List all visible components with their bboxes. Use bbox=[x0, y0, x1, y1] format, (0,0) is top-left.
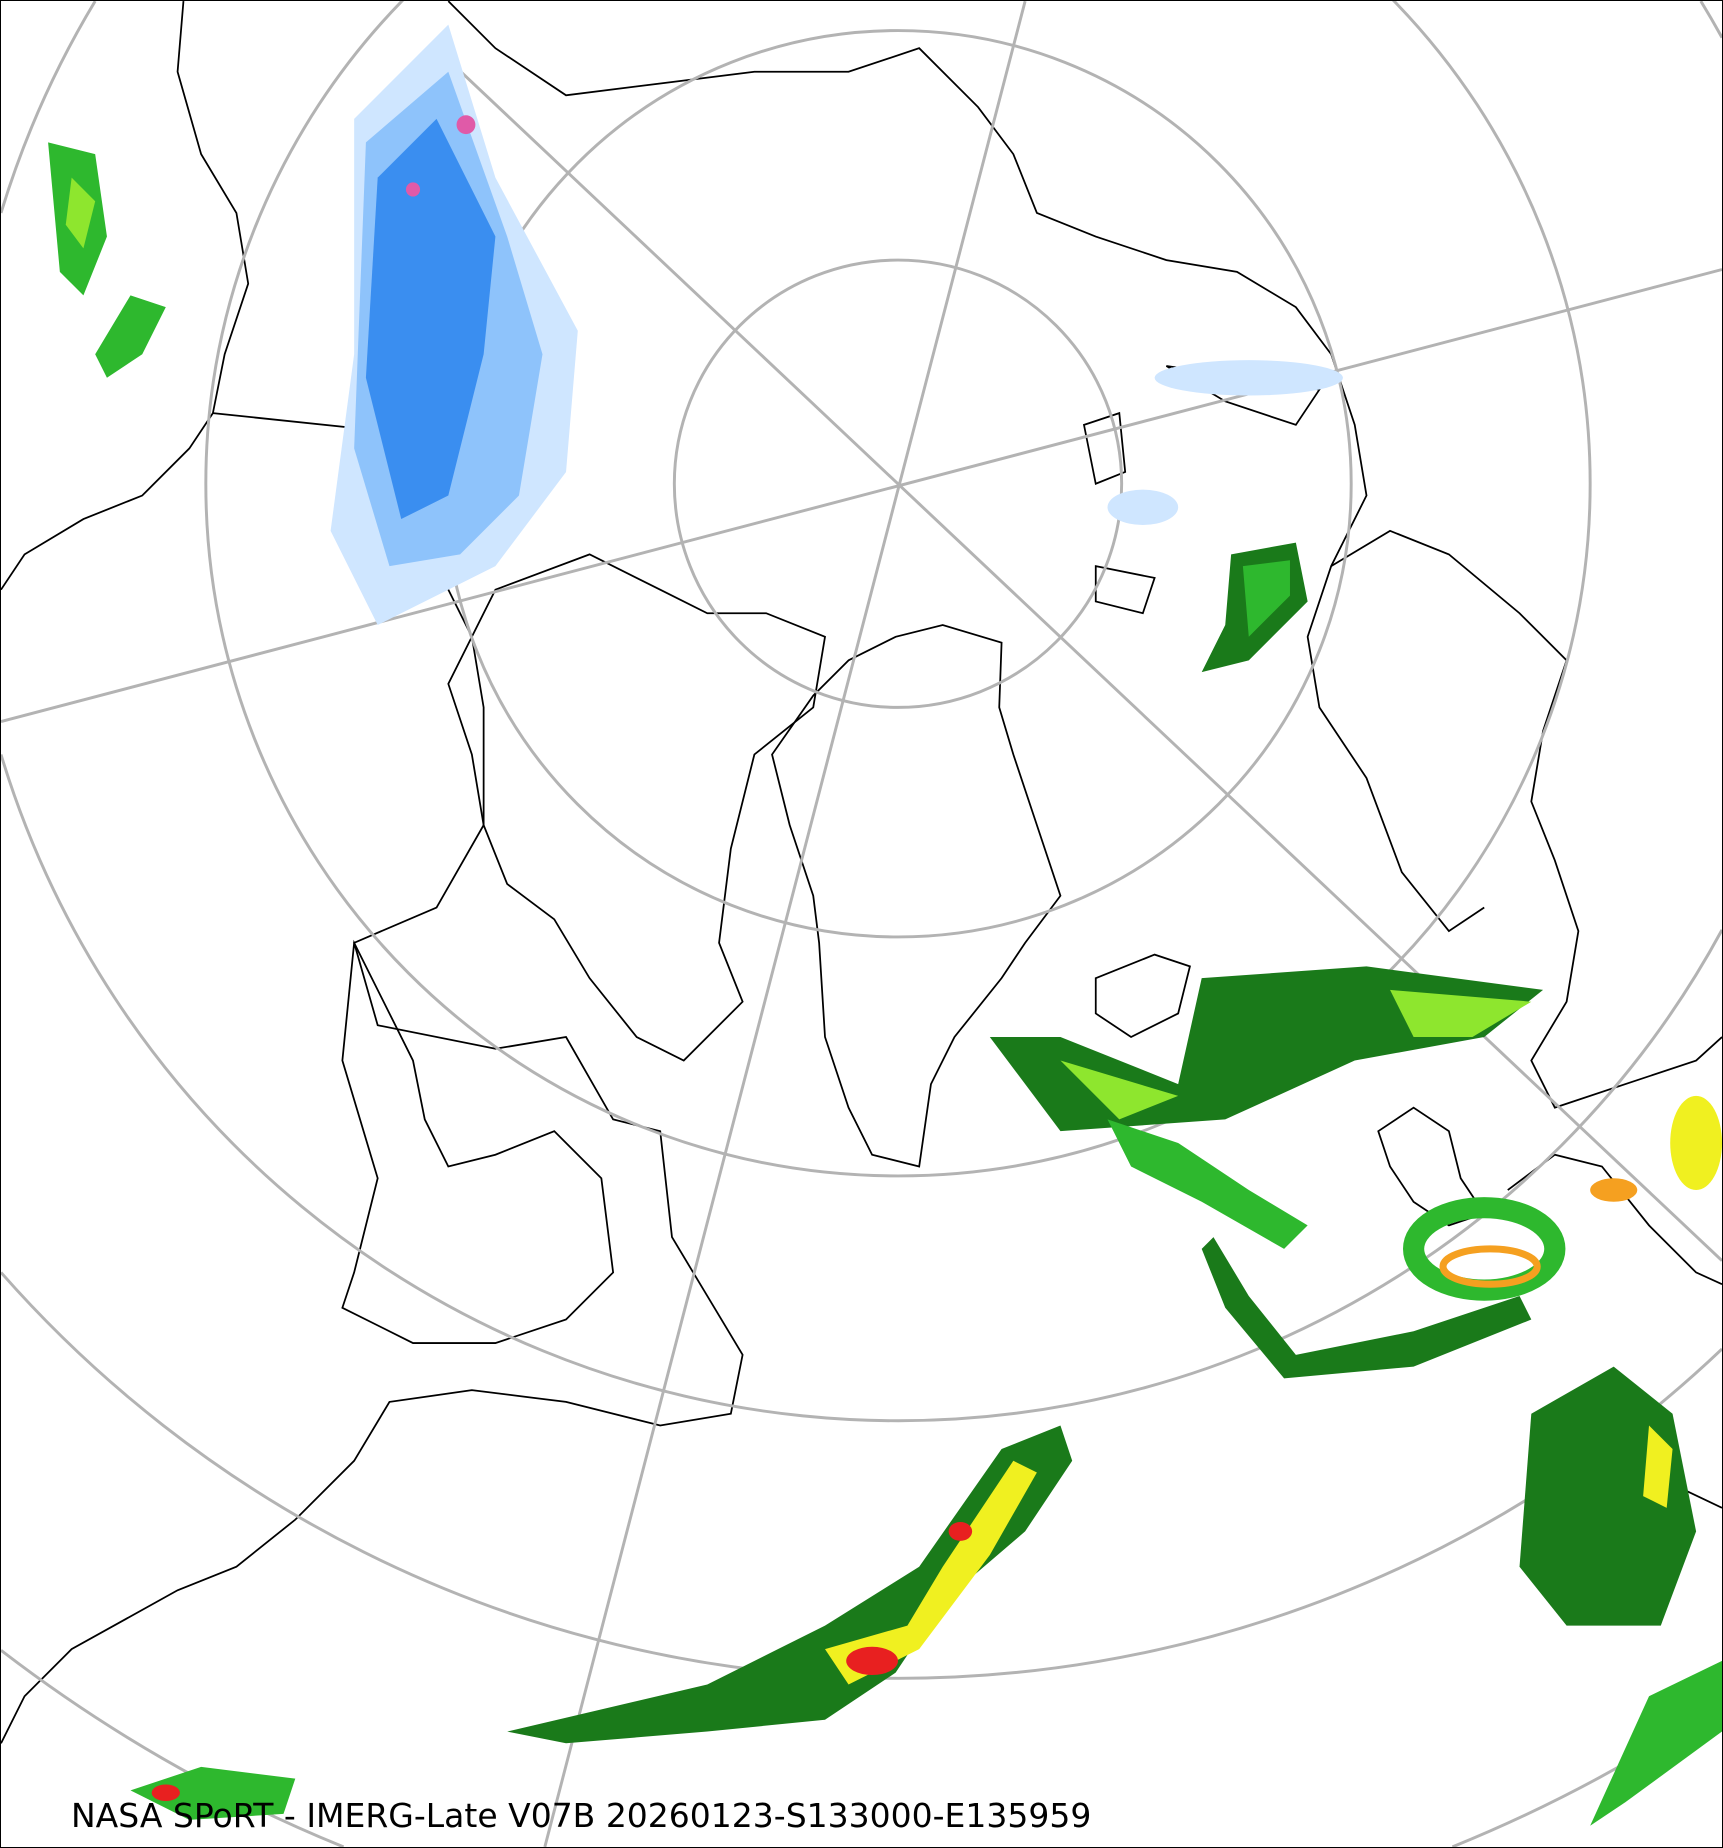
precip-snow-extreme bbox=[405, 182, 421, 197]
precip-rain-norway-sea bbox=[1670, 1095, 1722, 1191]
precip-rain-mid-atlantic-yellow bbox=[825, 1460, 1037, 1685]
precip-rain-europe bbox=[1519, 1366, 1697, 1626]
latitude-circle-80 bbox=[672, 258, 1124, 709]
precip-rain-atlantic-arc bbox=[1201, 1237, 1532, 1379]
iceland-coastline bbox=[1094, 953, 1191, 1039]
alaska-coastline bbox=[1, 1, 250, 591]
precip-rain-europe-yellow bbox=[1643, 1425, 1673, 1508]
precip-rain-uk-swirl bbox=[1402, 1197, 1566, 1301]
product-caption: NASA SPoRT - IMERG-Late V07B 20260123-S1… bbox=[71, 1796, 1092, 1835]
precip-rain-mid-atlantic-band bbox=[507, 1425, 1073, 1744]
precip-rain-north-atlantic-light bbox=[1060, 989, 1532, 1120]
precip-rain-bottom-left bbox=[130, 1766, 296, 1820]
precip-rain-bottom-left-red bbox=[151, 1784, 180, 1801]
north-america-coastline bbox=[1, 412, 744, 1744]
precipitation-overlay bbox=[48, 24, 1722, 1826]
precip-rain-uk-swirl-core bbox=[1439, 1245, 1541, 1288]
precip-snow-svalbard bbox=[1107, 489, 1179, 525]
precip-snow-alaska-core bbox=[365, 118, 496, 520]
precip-rain-pacific bbox=[48, 142, 166, 378]
precip-rain-mid-atlantic-red bbox=[846, 1646, 898, 1676]
precip-rain-north-atlantic bbox=[989, 966, 1544, 1132]
precip-rain-pacific-light bbox=[65, 177, 96, 249]
scandinavia-coastline bbox=[1330, 529, 1722, 1109]
precip-rain-bay-of-biscay bbox=[1590, 1178, 1638, 1202]
meridian-line bbox=[447, 58, 1722, 1262]
siberia-coastline bbox=[447, 1, 1485, 933]
precip-rain-kara-sea-inner bbox=[1242, 560, 1290, 637]
precip-rain-mid-atlantic-red bbox=[948, 1521, 973, 1541]
precip-rain-iberia bbox=[1590, 1660, 1722, 1826]
hudson-bay bbox=[341, 939, 615, 1344]
precip-snow-extreme bbox=[456, 115, 476, 135]
precip-snow-barents bbox=[1154, 360, 1343, 396]
latitude-circle-60 bbox=[204, 1, 1592, 1178]
meridian-line bbox=[543, 1, 1027, 1847]
meridian-line bbox=[1, 268, 1722, 723]
precip-rain-labrador-band bbox=[1107, 1119, 1308, 1249]
